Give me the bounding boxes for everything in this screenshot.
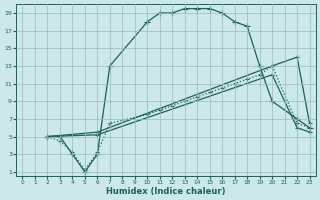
X-axis label: Humidex (Indice chaleur): Humidex (Indice chaleur): [106, 187, 226, 196]
